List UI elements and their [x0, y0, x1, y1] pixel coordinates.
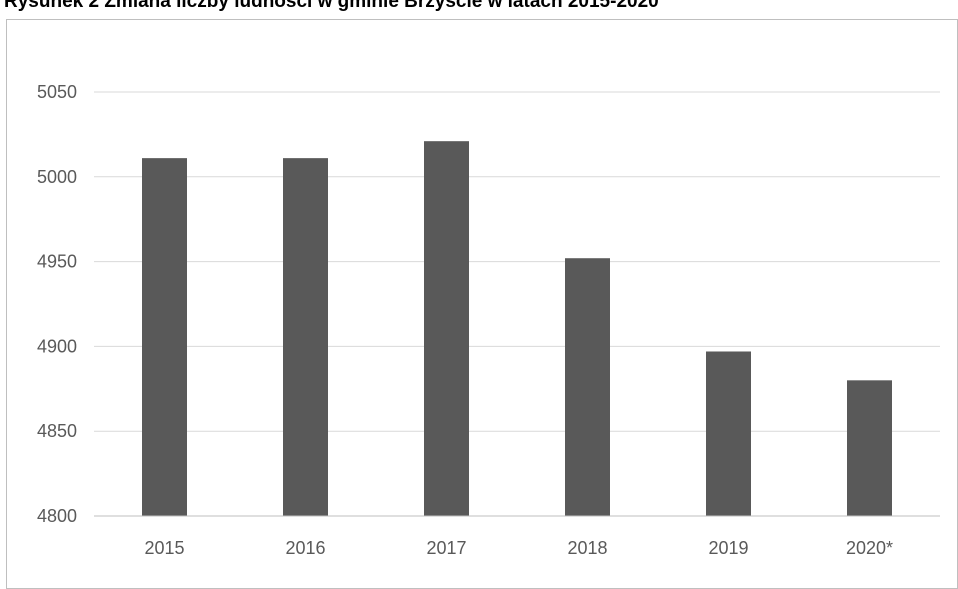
bar — [847, 380, 892, 516]
x-tick-label: 2020* — [846, 538, 893, 558]
y-tick-label: 5000 — [37, 167, 77, 187]
bar — [565, 258, 610, 516]
x-tick-label: 2015 — [144, 538, 184, 558]
y-tick-label: 4800 — [37, 506, 77, 526]
figure-caption: Rysunek 2 Zmiana liczby ludności w gmini… — [4, 0, 659, 12]
x-tick-label: 2017 — [426, 538, 466, 558]
bar — [424, 141, 469, 516]
y-tick-label: 4900 — [37, 336, 77, 356]
x-tick-label: 2019 — [708, 538, 748, 558]
bar — [706, 351, 751, 516]
x-tick-labels: 2015 2016 2017 2018 2019 2020* — [144, 538, 893, 558]
bar — [283, 158, 328, 517]
y-tick-label: 4850 — [37, 421, 77, 441]
bars — [142, 141, 892, 517]
x-tick-label: 2016 — [285, 538, 325, 558]
y-tick-label: 5050 — [37, 82, 77, 102]
x-tick-label: 2018 — [567, 538, 607, 558]
bar — [142, 158, 187, 517]
gridlines — [94, 91, 940, 432]
y-tick-labels: 4800 4850 4900 4950 5000 5050 — [37, 82, 77, 526]
y-tick-label: 4950 — [37, 252, 77, 272]
